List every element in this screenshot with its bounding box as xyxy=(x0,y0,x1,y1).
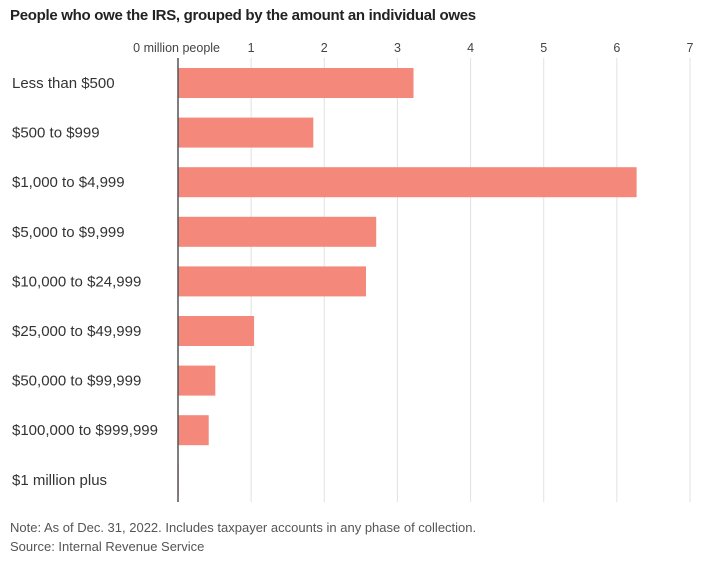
x-tick-label: 7 xyxy=(687,41,694,55)
x-tick-label: 4 xyxy=(467,41,474,55)
chart-footer: Note: As of Dec. 31, 2022. Includes taxp… xyxy=(10,518,476,556)
category-label: $1 million plus xyxy=(12,472,107,489)
bar xyxy=(178,216,377,247)
x-tick-label: 0 million people xyxy=(133,41,220,55)
bar xyxy=(178,316,255,346)
x-tick-label: 3 xyxy=(394,41,401,55)
x-tick-label: 2 xyxy=(321,41,328,55)
bar xyxy=(178,68,414,98)
category-label: $5,000 to $9,999 xyxy=(12,224,125,241)
bar xyxy=(178,415,209,446)
category-labels: Less than $500 $500 to $999 $1,000 to $4,9… xyxy=(12,75,158,489)
x-axis-ticks: 0 million people 1 2 3 4 5 6 7 xyxy=(133,41,693,55)
category-label: $10,000 to $24,999 xyxy=(12,273,141,290)
category-label: $25,000 to $49,999 xyxy=(12,323,141,340)
category-label: $50,000 to $99,999 xyxy=(12,373,141,390)
category-label: Less than $500 xyxy=(12,75,115,92)
category-label: $500 to $999 xyxy=(12,125,100,142)
note-text: Note: As of Dec. 31, 2022. Includes taxp… xyxy=(10,520,477,535)
bar xyxy=(178,266,366,297)
x-tick-label: 6 xyxy=(613,41,620,55)
category-label: $100,000 to $999,999 xyxy=(12,422,158,439)
bar xyxy=(178,167,637,198)
x-tick-label: 5 xyxy=(540,41,547,55)
bars xyxy=(178,68,637,495)
x-tick-label: 1 xyxy=(248,41,255,55)
bar-chart: 0 million people 1 2 3 4 5 6 7 Less than $500 $5… xyxy=(12,41,694,502)
category-label: $1,000 to $4,999 xyxy=(12,174,125,191)
bar xyxy=(178,117,314,148)
source-text: Source: Internal Revenue Service xyxy=(10,539,205,554)
chart-title: People who owe the IRS, grouped by the a… xyxy=(10,7,476,24)
bar xyxy=(178,365,216,396)
